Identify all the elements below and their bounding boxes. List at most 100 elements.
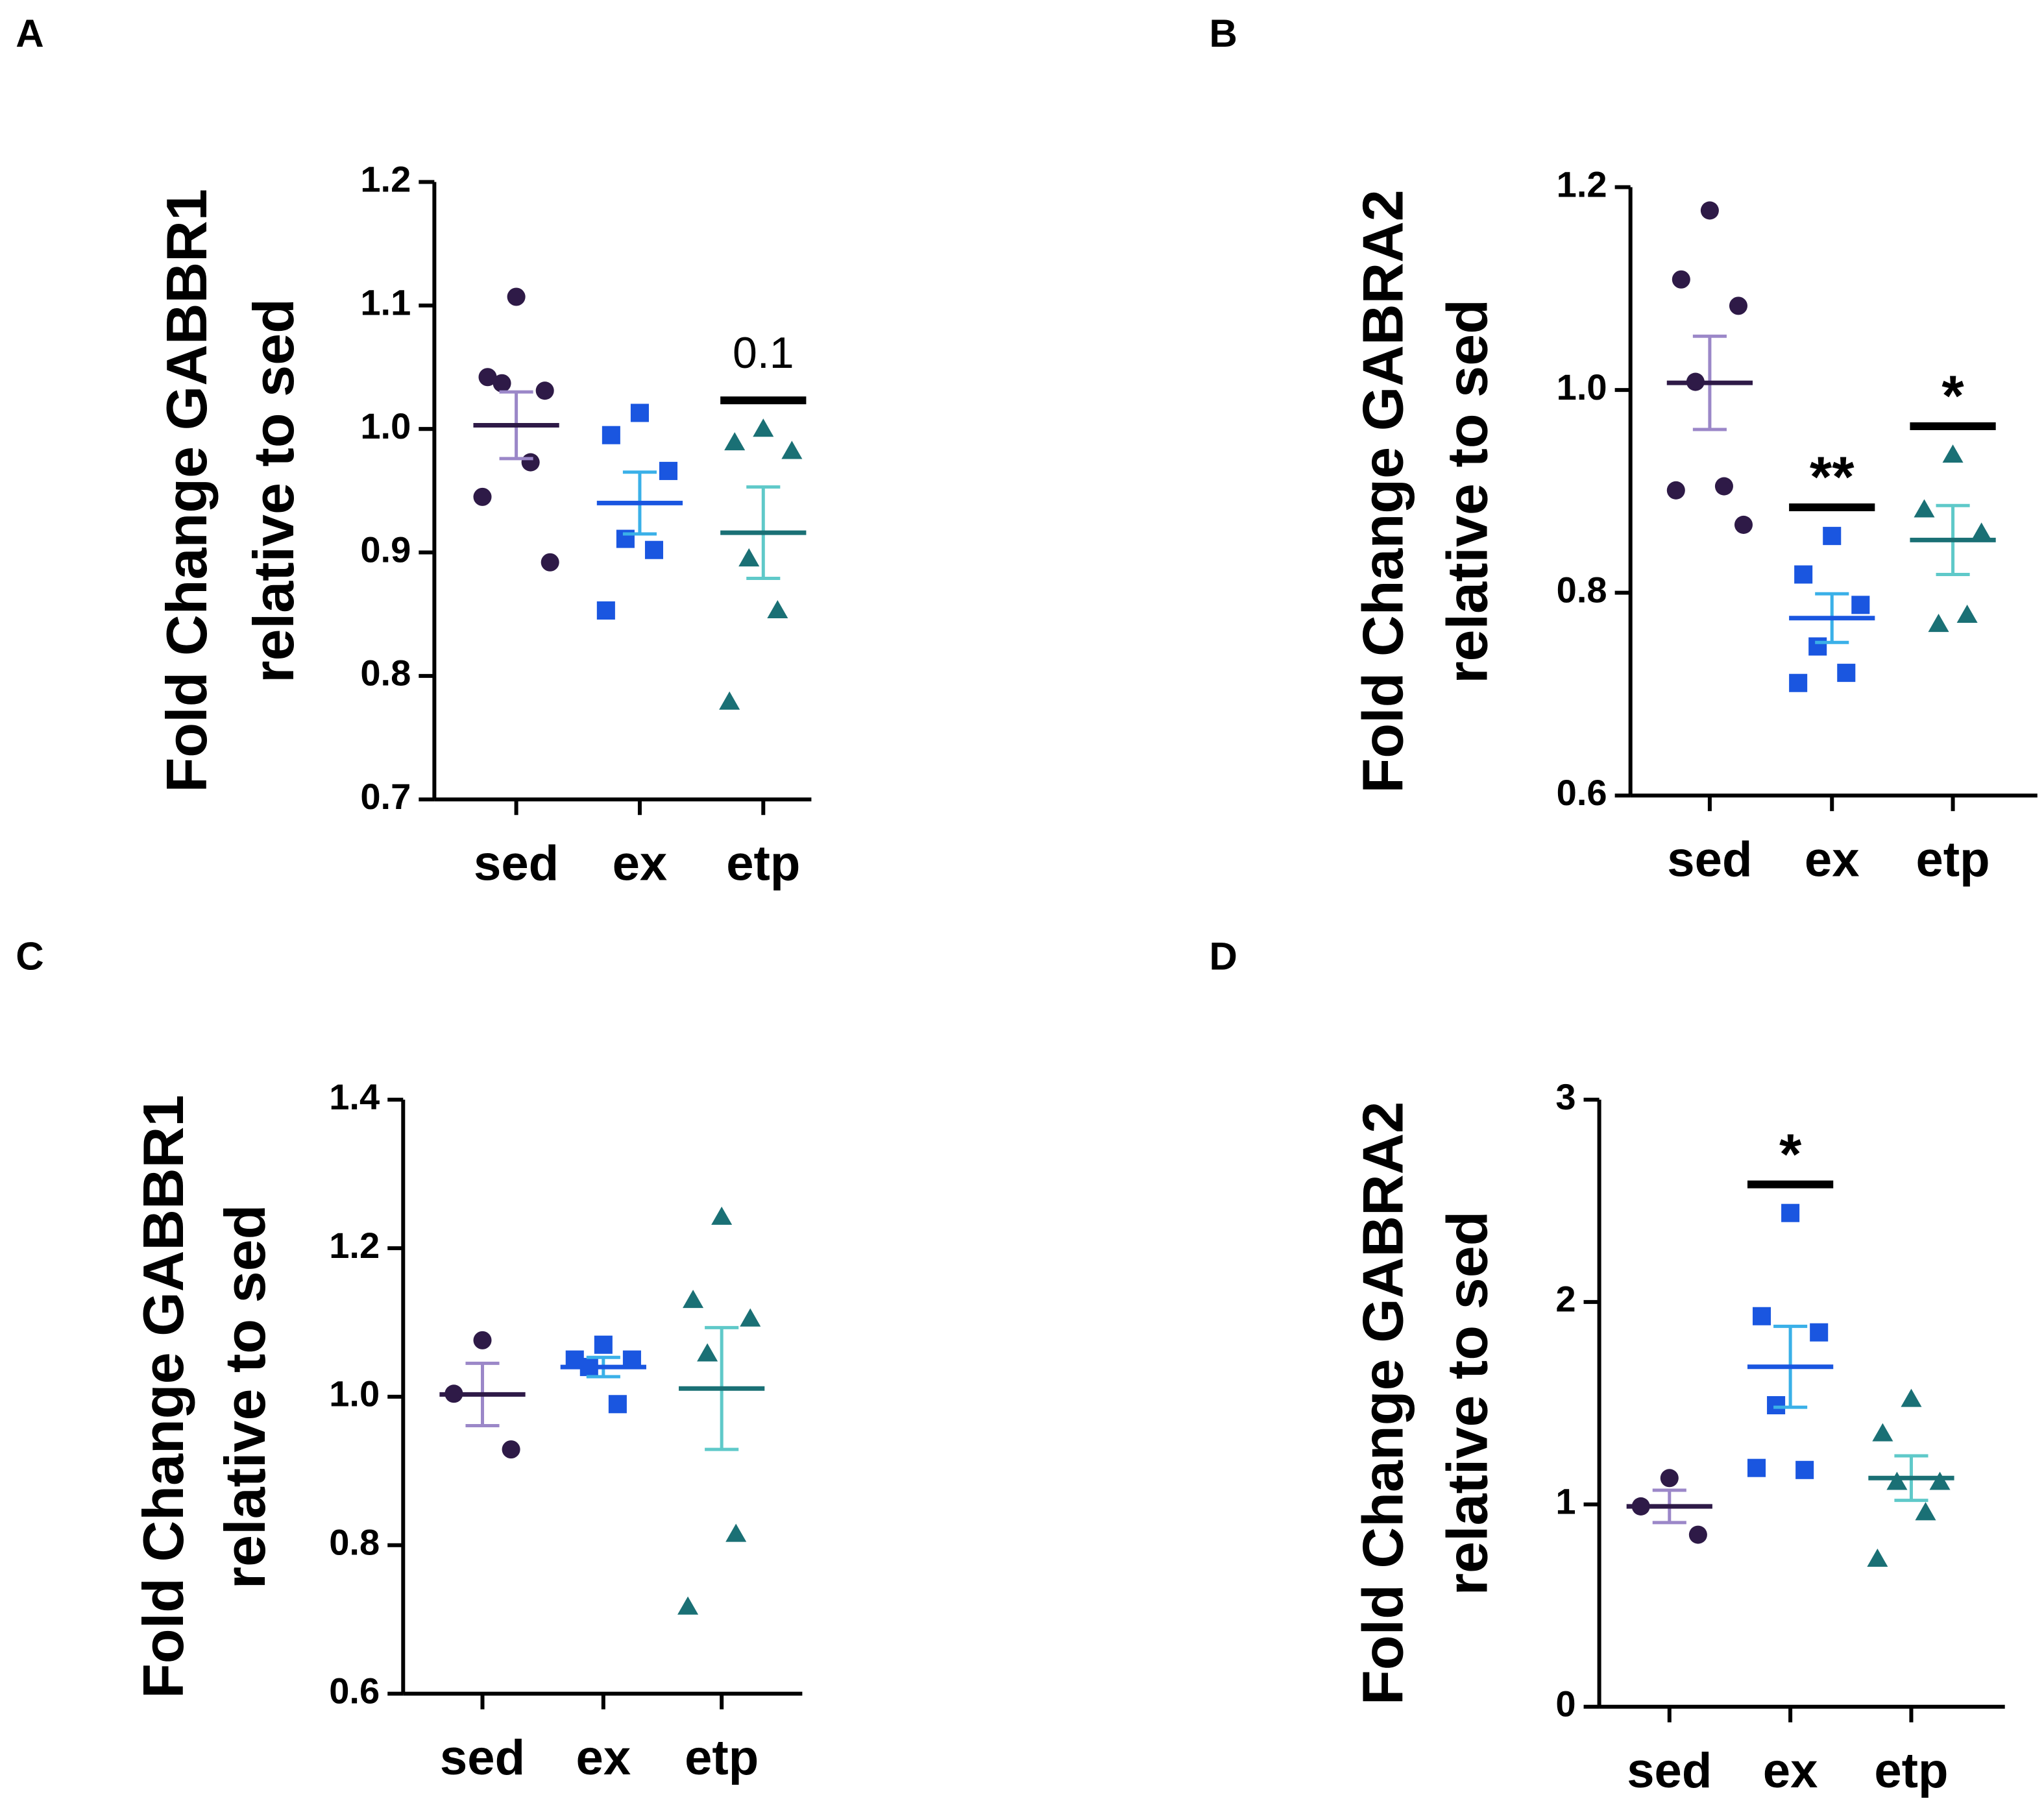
point <box>781 441 803 459</box>
y-tick-label: 1.0 <box>329 1373 380 1414</box>
point <box>1660 1469 1679 1488</box>
point <box>596 601 615 620</box>
point <box>719 691 740 710</box>
point <box>767 599 788 619</box>
y-tick-label: 1.4 <box>329 1076 380 1117</box>
point <box>473 487 492 506</box>
point <box>1700 201 1719 220</box>
point <box>659 461 678 480</box>
point <box>1886 1471 1908 1490</box>
point <box>644 540 664 559</box>
point <box>738 548 760 567</box>
point <box>1914 499 1935 518</box>
point <box>535 381 554 400</box>
y-axis-label: Fold Change GABBR1 <box>131 1095 195 1698</box>
point <box>541 553 559 572</box>
y-axis-label: relative to sed <box>213 1204 277 1589</box>
y-axis-label: Fold Change GABRA2 <box>1350 189 1415 793</box>
point <box>1872 1423 1893 1442</box>
panel: A Fold Change GABBR1 relative to sed 0.7 0.8… <box>16 12 812 891</box>
point <box>630 404 649 422</box>
point <box>1867 1548 1888 1567</box>
panel: C Fold Change GABBR1 relative to sed 0.6 0.8… <box>16 935 803 1785</box>
point <box>1672 270 1690 289</box>
panel: D Fold Change GABRA2 relative to sed 0 1 2 3 se… <box>1210 935 2005 1798</box>
y-tick-label: 0.8 <box>1557 569 1607 610</box>
x-tick-label: etp <box>685 1730 759 1785</box>
point <box>473 1331 492 1349</box>
point <box>602 426 620 444</box>
point <box>724 432 746 451</box>
point <box>753 418 774 437</box>
point <box>1928 614 1949 633</box>
x-tick-label: ex <box>613 836 668 891</box>
x-tick-label: ex <box>576 1730 631 1785</box>
x-tick-label: sed <box>440 1730 525 1785</box>
y-tick-label: 1.2 <box>329 1225 380 1266</box>
x-tick-label: ex <box>1805 832 1860 887</box>
y-tick-label: 0.6 <box>329 1670 380 1711</box>
y-tick-label: 1.0 <box>1557 367 1607 407</box>
point <box>608 1395 627 1414</box>
point <box>1929 1471 1951 1490</box>
point <box>1688 1525 1707 1544</box>
y-tick-label: 1 <box>1555 1481 1576 1522</box>
y-axis-label: relative to sed <box>1435 1211 1500 1595</box>
point <box>1789 673 1808 692</box>
point <box>697 1343 718 1362</box>
point <box>1837 664 1856 683</box>
y-tick-label: 3 <box>1555 1076 1576 1117</box>
point <box>594 1335 613 1354</box>
point <box>1808 637 1827 656</box>
point <box>1747 1458 1766 1477</box>
point <box>1901 1388 1922 1407</box>
point <box>1795 1460 1814 1479</box>
y-tick-label: 0.7 <box>360 776 411 817</box>
significance-label: ** <box>1810 444 1855 509</box>
point <box>1810 1323 1829 1342</box>
x-tick-label: etp <box>1874 1743 1948 1798</box>
point <box>1915 1502 1936 1521</box>
y-axis-label: relative to sed <box>1435 299 1500 684</box>
point <box>683 1290 704 1309</box>
y-tick-label: 0.6 <box>1557 772 1607 813</box>
panel-label: B <box>1210 12 1237 55</box>
x-tick-label: sed <box>1627 1743 1712 1798</box>
point <box>1666 481 1685 500</box>
point <box>1971 522 1992 541</box>
point <box>725 1523 747 1542</box>
point <box>740 1308 761 1327</box>
y-tick-label: 0.8 <box>329 1522 380 1563</box>
significance-label: 0.1 <box>733 328 794 378</box>
y-tick-label: 0.8 <box>360 653 411 694</box>
point <box>502 1440 520 1459</box>
panel-label: D <box>1210 935 1237 978</box>
point <box>507 287 526 306</box>
x-tick-label: sed <box>474 836 559 891</box>
y-tick-label: 0 <box>1555 1684 1576 1724</box>
point <box>493 374 511 393</box>
point <box>1767 1395 1786 1415</box>
point <box>1794 565 1813 584</box>
y-axis-label: Fold Change GABBR1 <box>154 189 219 792</box>
point <box>1851 596 1870 614</box>
x-tick-label: sed <box>1667 832 1752 887</box>
panel: B Fold Change GABRA2 relative to sed 0.6 0.8… <box>1210 12 2038 887</box>
panel-label: A <box>16 12 43 55</box>
panel-label: C <box>16 935 43 978</box>
y-tick-label: 0.9 <box>360 529 411 570</box>
point <box>1753 1307 1771 1325</box>
y-axis-label: Fold Change GABRA2 <box>1350 1102 1415 1705</box>
y-tick-label: 1.1 <box>360 282 411 323</box>
point <box>1781 1203 1800 1222</box>
point <box>711 1206 733 1225</box>
point <box>478 368 497 387</box>
y-tick-label: 1.2 <box>1557 163 1607 204</box>
x-tick-label: etp <box>1916 832 1989 887</box>
point <box>1942 444 1964 463</box>
significance-label: * <box>1779 1122 1802 1186</box>
point <box>1729 296 1748 315</box>
point <box>1823 527 1842 546</box>
